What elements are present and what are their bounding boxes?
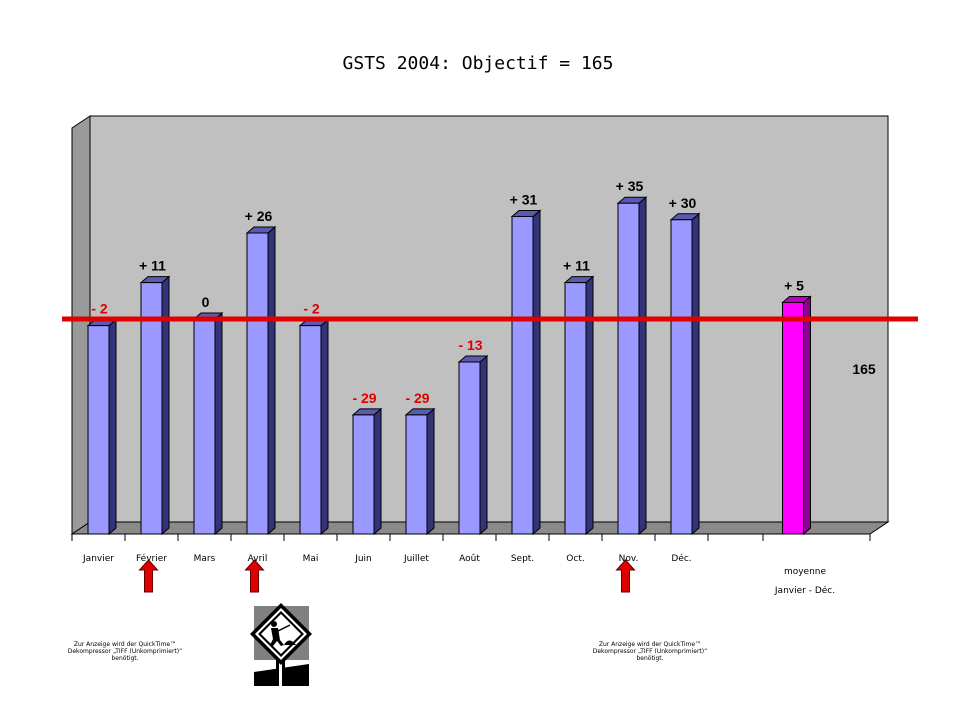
bar xyxy=(405,414,428,535)
plot-side-wall xyxy=(71,115,91,535)
bar xyxy=(782,301,804,535)
bar-side xyxy=(214,311,223,536)
x-axis-labels: Janvier Février Mars Avril Mai Juin Juillet Aoû… xyxy=(82,553,835,596)
bar-side xyxy=(803,295,811,536)
red-arrow-icon xyxy=(615,559,636,593)
bar-side xyxy=(108,318,117,536)
svg-text:Dekompressor „TIFF (Unkomprimi: Dekompressor „TIFF (Unkomprimiert)“ xyxy=(593,648,707,655)
x-tick-label: Avril xyxy=(248,554,268,564)
x-tick-label: Sept. xyxy=(511,554,534,564)
bar xyxy=(617,202,640,535)
bar xyxy=(193,318,216,535)
deviation-label: + 26 xyxy=(245,208,273,224)
bar-side xyxy=(320,318,329,536)
x-tick-label: Août xyxy=(459,554,480,564)
x-tick-label: Nov. xyxy=(619,554,639,564)
deviation-label: - 2 xyxy=(303,301,320,317)
bar-side xyxy=(426,407,435,536)
bar-side xyxy=(161,275,170,536)
bar xyxy=(246,232,269,535)
deviation-label: - 13 xyxy=(458,337,482,353)
bar xyxy=(352,414,375,535)
deviation-label: + 11 xyxy=(563,258,590,274)
bar xyxy=(511,215,534,535)
deviation-label: + 30 xyxy=(669,195,697,211)
svg-text:Zur Anzeige wird der QuickTime: Zur Anzeige wird der QuickTime™ xyxy=(74,641,176,648)
bar xyxy=(299,325,322,535)
x-tick-label: Mai xyxy=(303,554,319,564)
bar-side xyxy=(373,407,382,536)
quicktime-note-right: Zur Anzeige wird der QuickTime™ Dekompre… xyxy=(593,641,707,662)
bar-side xyxy=(267,225,276,536)
x-tick-label: Juillet xyxy=(403,554,429,564)
x-tick-label: Oct. xyxy=(566,554,584,564)
deviation-label: + 11 xyxy=(139,258,166,274)
deviation-label: 0 xyxy=(202,294,210,310)
x-axis-ticks xyxy=(71,534,871,541)
deviation-label: - 29 xyxy=(352,390,376,406)
x-tick-label: Mars xyxy=(194,554,216,564)
red-arrow-icon xyxy=(138,559,159,593)
bar-side xyxy=(691,212,700,536)
arrows xyxy=(138,559,636,593)
x-tick-label: moyenne xyxy=(784,567,827,577)
red-arrow-icon xyxy=(244,559,265,593)
target-label: 165 xyxy=(852,361,876,377)
x-tick-label: Février xyxy=(136,553,167,564)
bar xyxy=(670,219,693,535)
deviation-label: - 2 xyxy=(91,301,108,317)
svg-text:Zur Anzeige wird der QuickTime: Zur Anzeige wird der QuickTime™ xyxy=(599,641,701,648)
x-tick-label: Déc. xyxy=(671,553,691,564)
deviation-label: + 35 xyxy=(616,178,644,194)
bar xyxy=(140,282,163,535)
bar xyxy=(87,325,110,535)
svg-text:Dekompressor „TIFF (Unkomprimi: Dekompressor „TIFF (Unkomprimiert)“ xyxy=(68,648,182,655)
svg-text:benötigt.: benötigt. xyxy=(111,655,138,662)
deviation-label: - 29 xyxy=(405,390,429,406)
chart-title: GSTS 2004: Objectif = 165 xyxy=(343,53,614,74)
bar-side xyxy=(479,354,488,536)
bar-side xyxy=(585,275,594,536)
deviation-label: + 31 xyxy=(510,191,538,207)
bar-side xyxy=(532,209,541,536)
bar-side xyxy=(638,196,647,536)
deviation-labels: - 2 + 11 0 + 26 - 2 - 29 - 29 - 13 + 31 + 11 + 35 +… xyxy=(91,178,804,406)
svg-text:benötigt.: benötigt. xyxy=(636,655,663,662)
x-tick-label: Juin xyxy=(354,554,372,564)
quicktime-note-left: Zur Anzeige wird der QuickTime™ Dekompre… xyxy=(68,641,182,662)
road-work-sign-icon xyxy=(250,603,312,686)
bar xyxy=(458,361,481,535)
bar xyxy=(564,282,587,535)
deviation-label: + 5 xyxy=(784,277,804,293)
bars xyxy=(86,196,812,536)
x-tick-label: Janvier xyxy=(82,554,114,564)
x-tick-label: Janvier - Déc. xyxy=(774,585,835,596)
